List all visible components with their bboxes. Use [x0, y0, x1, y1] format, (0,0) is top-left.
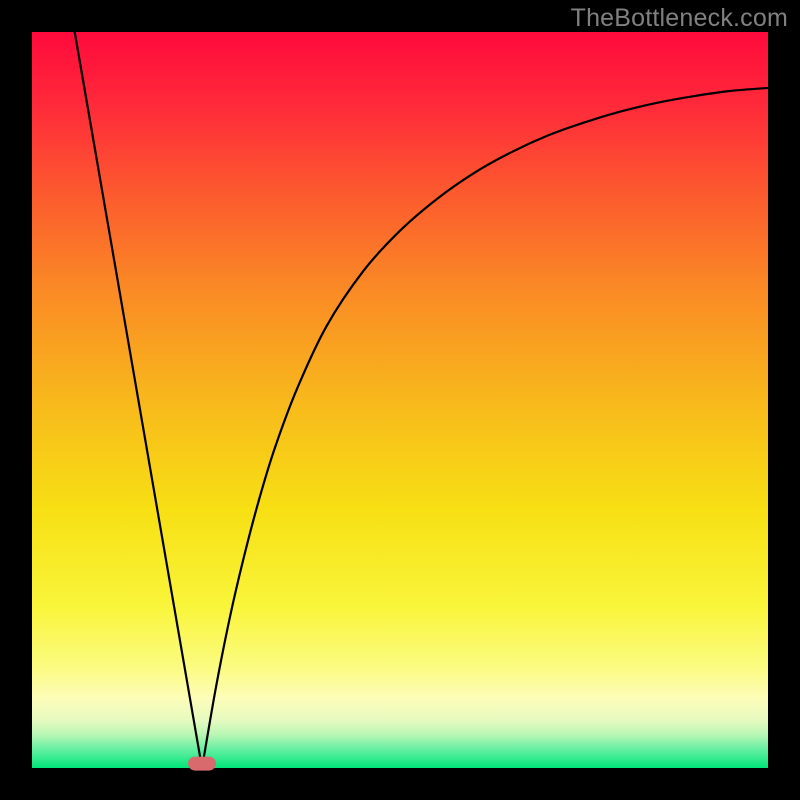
chart-container: TheBottleneck.com	[0, 0, 800, 800]
vertex-marker	[188, 757, 216, 771]
bottleneck-chart	[0, 0, 800, 800]
watermark-text: TheBottleneck.com	[571, 4, 788, 33]
gradient-panel	[32, 32, 768, 768]
